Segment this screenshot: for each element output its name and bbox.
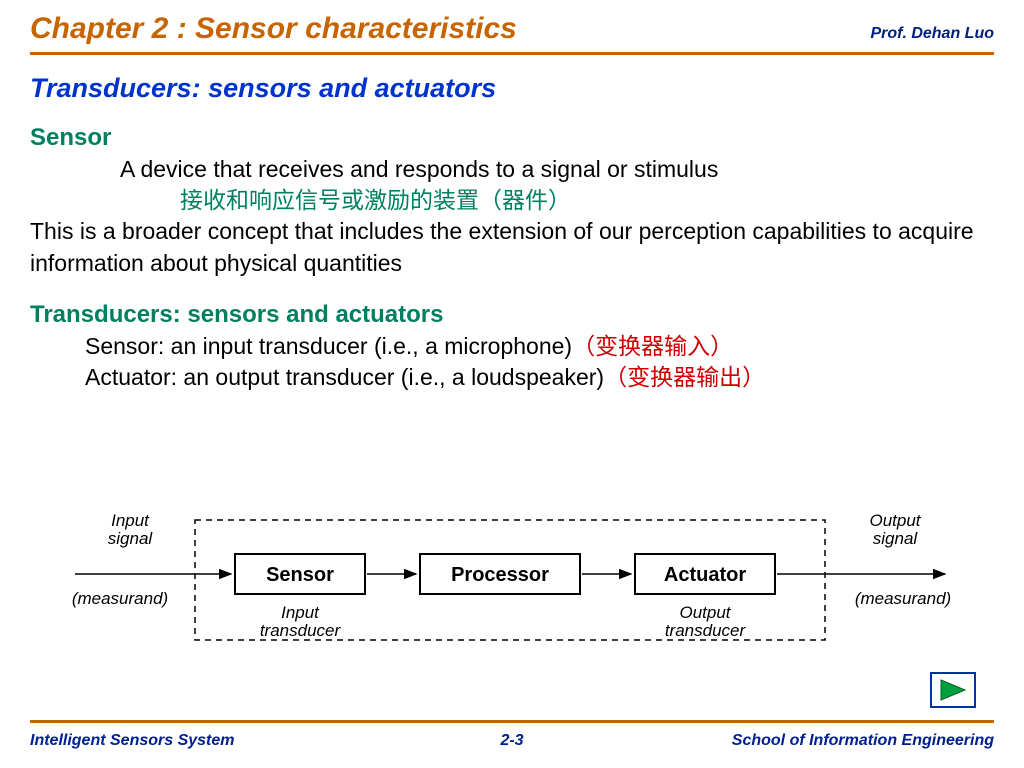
svg-text:Input: Input (281, 603, 320, 622)
spacer (30, 279, 994, 299)
top-rule (30, 52, 994, 55)
next-button[interactable] (930, 672, 976, 708)
svg-text:(measurand): (measurand) (855, 589, 951, 608)
actuator-line-cn: （变换器输出） (604, 364, 765, 390)
sensor-heading: Sensor (30, 122, 994, 154)
sensor-def-en: A device that receives and responds to a… (30, 154, 994, 185)
svg-text:Output: Output (679, 603, 731, 622)
sensor-line-en: Sensor: an input transducer (i.e., a mic… (85, 333, 572, 359)
svg-text:Input: Input (111, 511, 150, 530)
svg-text:Actuator: Actuator (664, 564, 746, 586)
slide-header: Chapter 2 : Sensor characteristics Prof.… (0, 0, 1024, 46)
actuator-line-en: Actuator: an output transducer (i.e., a … (85, 364, 604, 390)
footer-rule (30, 720, 994, 723)
svg-text:Processor: Processor (451, 564, 549, 586)
actuator-line: Actuator: an output transducer (i.e., a … (30, 362, 994, 393)
section-title: Transducers: sensors and actuators (30, 73, 994, 104)
transducers-heading: Transducers: sensors and actuators (30, 299, 994, 331)
footer-center: 2-3 (30, 732, 994, 750)
author-name: Prof. Dehan Luo (870, 25, 994, 43)
svg-text:Output: Output (869, 511, 921, 530)
svg-text:Sensor: Sensor (266, 564, 334, 586)
sensor-paragraph: This is a broader concept that includes … (30, 216, 994, 278)
chapter-title: Chapter 2 : Sensor characteristics (30, 12, 517, 46)
sensor-def-cn: 接收和响应信号或激励的装置（器件） (30, 185, 994, 216)
sensor-line: Sensor: an input transducer (i.e., a mic… (30, 331, 994, 362)
content-block: Sensor A device that receives and respon… (30, 122, 994, 393)
play-icon (939, 678, 967, 702)
svg-text:signal: signal (108, 529, 154, 548)
svg-text:signal: signal (873, 529, 919, 548)
svg-text:transducer: transducer (260, 621, 342, 640)
sensor-line-cn: （变换器输入） (572, 333, 733, 359)
svg-text:transducer: transducer (665, 621, 747, 640)
footer: Intelligent Sensors System 2-3 School of… (30, 732, 994, 750)
flow-diagram: SensorProcessorActuatorInputsignal(measu… (55, 510, 965, 670)
svg-text:(measurand): (measurand) (72, 589, 168, 608)
